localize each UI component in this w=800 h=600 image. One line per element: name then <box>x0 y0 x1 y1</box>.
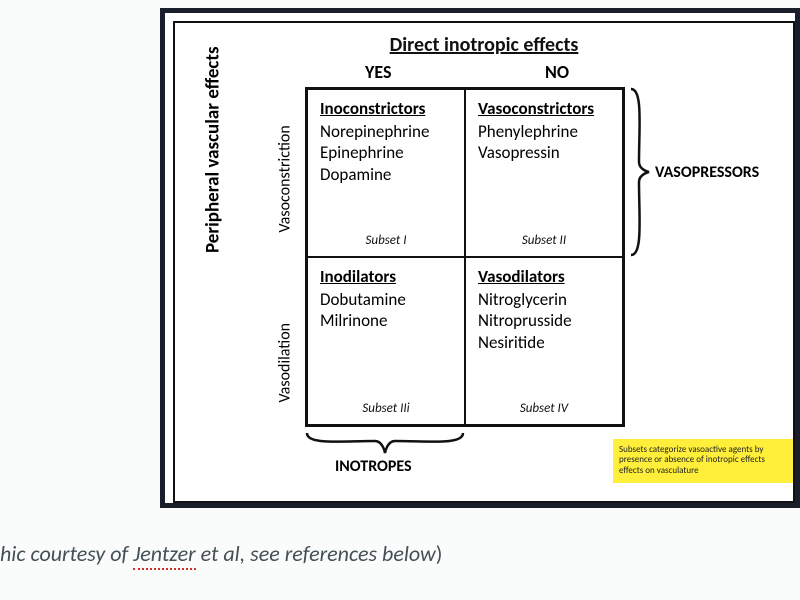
cell-title: Inoconstrictors <box>320 98 454 119</box>
caption-suffix: et al, see references below <box>196 540 436 567</box>
caption-text: hic courtesy of Jentzer et al, see refer… <box>0 540 442 567</box>
cell-vasodilators: Vasodilators Nitroglycerin Nitroprusside… <box>465 257 623 425</box>
left-axis-title: Peripheral vascular effects <box>202 46 225 253</box>
cell-vasoconstrictors: Vasoconstrictors Phenylephrine Vasopress… <box>465 89 623 257</box>
classification-grid: Inoconstrictors Norepinephrine Epinephri… <box>305 87 625 427</box>
diagram-inner-frame: Direct inotropic effects YES NO Peripher… <box>173 21 795 503</box>
cell-inoconstrictors: Inoconstrictors Norepinephrine Epinephri… <box>307 89 465 257</box>
cell-title: Vasoconstrictors <box>478 98 612 119</box>
drug-name: Nesiritide <box>478 332 612 353</box>
drug-name: Dobutamine <box>320 289 454 310</box>
drug-name: Nitroglycerin <box>478 289 612 310</box>
row-header-vasoconstriction: Vasoconstriction <box>276 125 295 232</box>
right-brace-icon <box>629 87 651 257</box>
drug-name: Epinephrine <box>320 142 454 163</box>
drug-name: Dopamine <box>320 164 454 185</box>
inotropes-label: INOTROPES <box>335 457 412 476</box>
footnote-box: Subsets categorize vasoactive agents by … <box>613 439 793 483</box>
drug-name: Phenylephrine <box>478 121 612 142</box>
caption-closing: ) <box>436 540 443 567</box>
caption-prefix: hic courtesy of <box>0 540 133 567</box>
diagram-outer-frame: Direct inotropic effects YES NO Peripher… <box>160 8 800 508</box>
row-header-vasodilation: Vasodilation <box>276 323 295 403</box>
subset-label: Subset IIi <box>308 401 464 416</box>
drug-name: Nitroprusside <box>478 310 612 331</box>
drug-name: Norepinephrine <box>320 121 454 142</box>
vasopressors-label: VASOPRESSORS <box>655 163 759 182</box>
bottom-brace-icon <box>305 431 465 455</box>
drug-name: Milrinone <box>320 310 454 331</box>
subset-label: Subset II <box>466 233 622 248</box>
top-axis-title: Direct inotropic effects <box>175 33 793 57</box>
subset-label: Subset I <box>308 233 464 248</box>
column-header-yes: YES <box>365 61 391 83</box>
column-header-no: NO <box>545 61 569 83</box>
cell-inodilators: Inodilators Dobutamine Milrinone Subset … <box>307 257 465 425</box>
drug-name: Vasopressin <box>478 142 612 163</box>
cell-title: Inodilators <box>320 266 454 287</box>
caption-author: Jentzer <box>133 540 195 570</box>
subset-label: Subset IV <box>466 401 622 416</box>
cell-title: Vasodilators <box>478 266 612 287</box>
